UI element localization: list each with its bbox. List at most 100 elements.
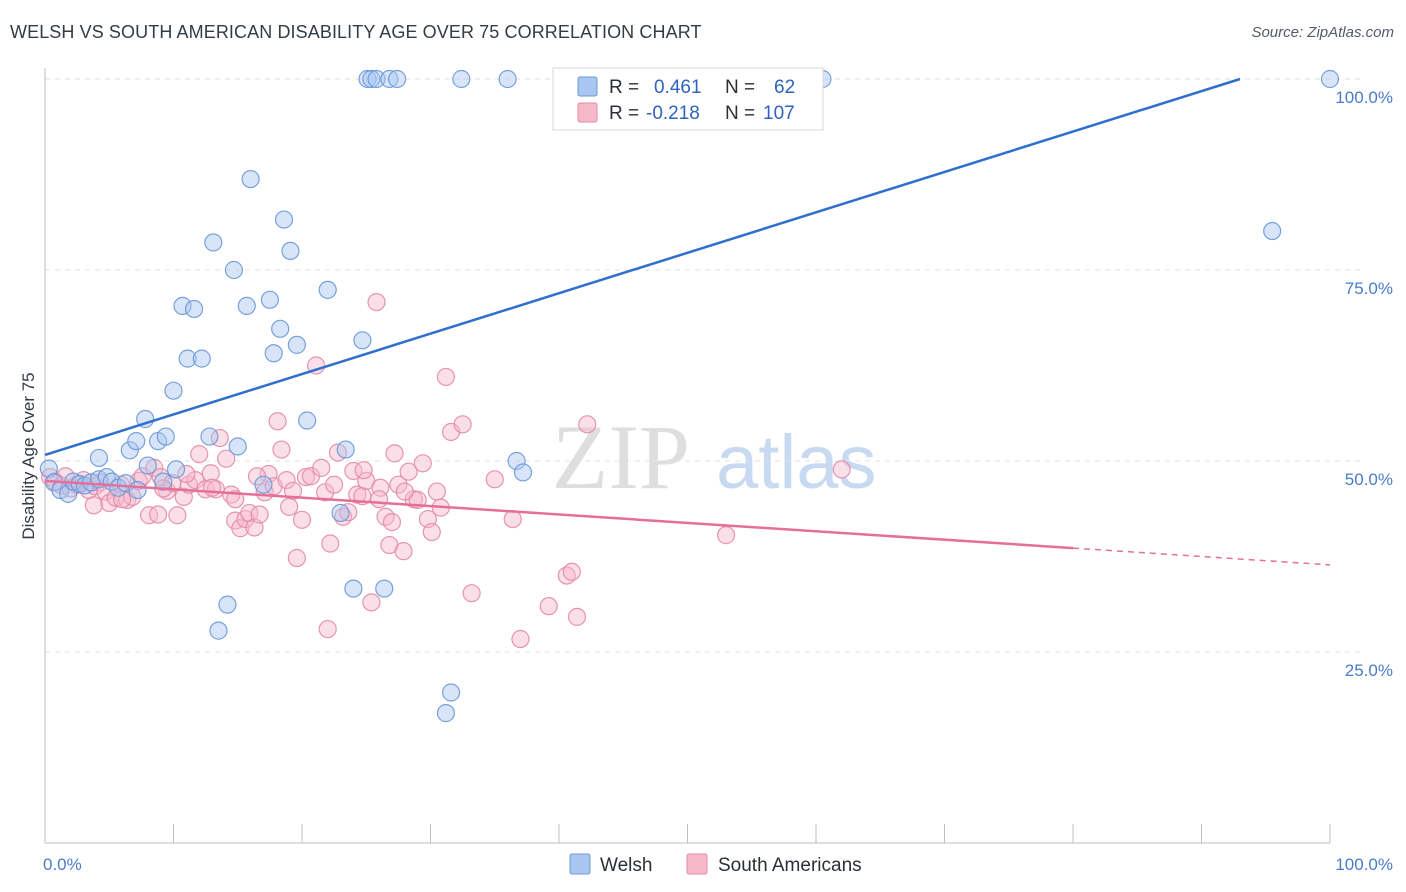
south-americans-point-104 [370,490,389,509]
legend-n-label-welsh: N = [725,77,755,98]
south-americans-point-35 [231,519,250,538]
south-americans-trend-extension [1072,547,1331,566]
south-americans-point-81 [453,415,472,434]
south-americans-point-93 [318,619,337,639]
welsh-point-56 [441,683,461,702]
south-americans-point-101 [226,490,245,509]
welsh-point-43 [298,411,317,430]
south-americans-point-54 [321,534,340,553]
welsh-point-38 [264,344,283,363]
welsh-point-15 [120,441,139,460]
welsh-point-44 [318,280,337,299]
south-americans-point-70 [394,542,413,561]
south-americans-point-59 [344,461,363,481]
bottom-legend-swatch-welsh [569,853,591,875]
south-americans-point-52 [312,458,331,477]
south-americans-point-85 [511,629,530,649]
legend-swatch-south-americans [577,102,598,123]
welsh-point-0 [39,459,58,478]
welsh-point-42 [287,335,306,354]
welsh-point-27 [192,349,211,368]
south-americans-point-48 [292,510,312,529]
south-americans-point-55 [325,475,344,494]
welsh-point-45 [331,503,350,523]
south-americans-points [41,292,851,649]
south-americans-point-89 [567,607,587,626]
welsh-points [39,69,1340,723]
welsh-point-63 [1263,221,1282,241]
south-americans-point-26 [186,471,205,490]
y-tick-label-3: 100.0% [1335,88,1393,107]
welsh-point-13 [128,480,147,500]
welsh-point-23 [164,381,183,400]
welsh-point-33 [228,437,247,456]
south-americans-point-63 [362,593,381,612]
welsh-point-58 [498,69,517,89]
welsh-point-50 [362,69,381,89]
legend-r-label-south-americans: R = [609,103,639,124]
welsh-point-64 [1320,69,1340,89]
south-americans-point-82 [462,584,481,603]
south-americans-point-69 [389,475,408,494]
welsh-point-35 [241,169,260,189]
correlation-legend: R = 0.461 N = 62 R = -0.218 N = 107 [552,67,824,131]
south-americans-point-49 [296,467,315,487]
south-americans-point-98 [148,505,168,524]
welsh-point-18 [138,456,157,475]
welsh-point-39 [271,319,290,338]
welsh-point-55 [436,704,456,723]
trend-lines [44,77,1331,566]
y-tick-label-0: 25.0% [1345,661,1393,680]
south-americans-point-71 [399,462,418,481]
welsh-point-29 [204,233,223,252]
south-americans-point-97 [84,496,103,515]
south-americans-point-102 [280,497,299,516]
x-tick-label-0: 0.0% [43,855,82,874]
welsh-point-48 [353,331,372,350]
south-americans-point-79 [436,367,456,387]
south-americans-point-106 [395,482,414,501]
south-americans-point-29 [201,464,220,483]
legend-box [552,67,824,131]
welsh-point-32 [224,260,243,280]
south-americans-point-90 [578,415,597,434]
x-tick-label-1: 100.0% [1335,855,1393,874]
south-americans-point-84 [503,509,522,529]
south-americans-point-94 [202,478,222,497]
south-americans-point-74 [413,454,432,473]
south-americans-point-28 [196,480,215,499]
watermark-atlas: atlas [716,420,877,505]
welsh-point-60 [513,463,533,482]
watermark-zip: ZIP [552,406,690,508]
welsh-point-40 [274,210,294,229]
welsh-point-21 [156,427,175,446]
south-americans-point-92 [832,460,851,479]
grid-lines [45,78,1364,653]
welsh-point-25 [184,299,204,319]
legend-n-label-south-americans: N = [725,103,755,124]
south-americans-point-47 [287,548,306,568]
south-americans-point-27 [190,445,209,464]
y-tick-label-1: 50.0% [1345,470,1393,489]
welsh-point-34 [237,296,256,316]
south-americans-point-58 [339,503,358,522]
legend-r-value-south-americans: -0.218 [646,103,700,124]
south-americans-point-44 [272,440,291,459]
south-americans-point-86 [539,597,558,616]
series-legend: Welsh South Americans [569,853,862,876]
welsh-point-31 [209,621,228,640]
south-americans-point-103 [354,461,373,480]
south-americans-trend-line [44,479,1074,550]
legend-n-value-south-americans: 107 [763,103,795,124]
legend-n-value-welsh: 62 [774,77,795,98]
welsh-point-16 [127,432,146,451]
welsh-trend-line [44,77,1241,457]
welsh-point-28 [200,427,219,446]
south-americans-point-76 [422,522,441,542]
y-tick-label-2: 75.0% [1345,279,1393,298]
south-americans-point-105 [382,513,402,532]
south-americans-point-100 [177,464,196,484]
bottom-legend-label-south-americans: South Americans [718,855,862,876]
welsh-point-26 [178,349,197,368]
